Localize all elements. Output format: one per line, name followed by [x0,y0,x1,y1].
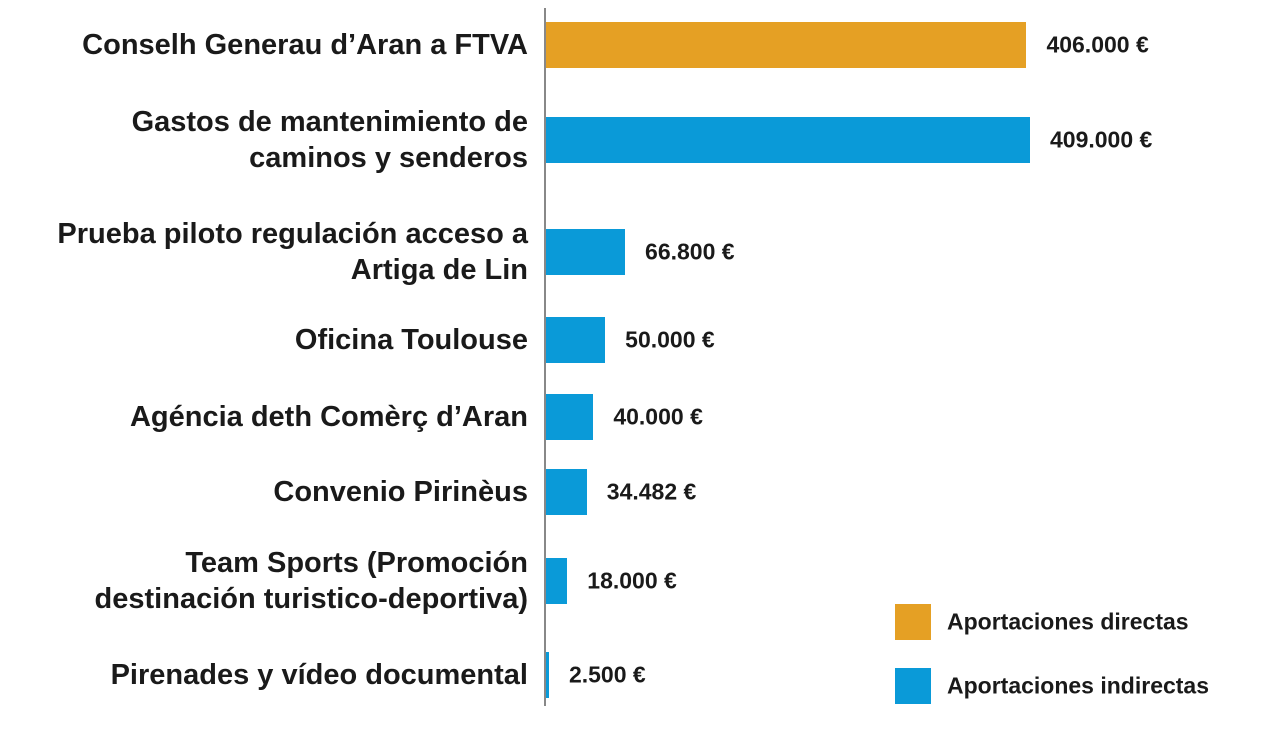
value-label: 409.000 € [1050,126,1153,153]
bar [546,22,1027,68]
bar [546,317,606,363]
bar [546,394,594,440]
category-label: Pirenades y vídeo documental [110,659,528,691]
bar [546,229,626,275]
category-label: Prueba piloto regulación acceso a Artiga… [57,218,528,286]
axis-line [544,8,546,706]
value-label: 40.000 € [613,403,703,430]
value-label: 50.000 € [625,326,715,353]
value-label: 406.000 € [1046,31,1149,58]
bar [546,117,1030,163]
category-label: Team Sports (Promoción destinación turis… [94,547,528,615]
value-label: 66.800 € [645,238,735,265]
category-label: Agéncia deth Comèrç d’Aran [129,401,528,433]
category-label: Gastos de mantenimiento de caminos y sen… [131,106,528,174]
value-label: 18.000 € [587,567,677,594]
value-label: 2.500 € [568,661,646,688]
legend-swatch [895,604,931,640]
category-label: Conselh Generau d’Aran a FTVA [82,29,528,61]
bar [546,469,587,515]
legend-swatch [895,668,931,704]
bar [546,558,568,604]
category-label: Oficina Toulouse [294,324,528,356]
legend-label: Aportaciones indirectas [947,672,1210,699]
value-label: 34.482 € [606,478,697,505]
bar [546,652,549,698]
legend-label: Aportaciones directas [947,608,1189,635]
category-label: Convenio Pirinèus [273,476,528,508]
